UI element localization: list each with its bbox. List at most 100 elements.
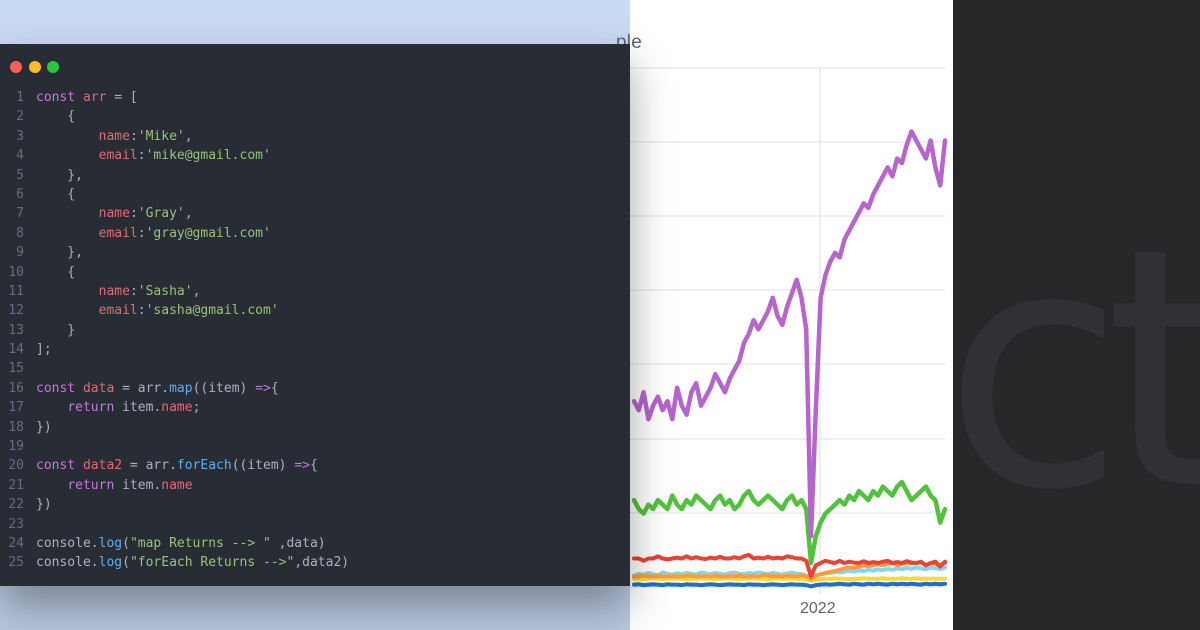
code-token: :	[137, 148, 146, 164]
code-text: {	[36, 107, 75, 126]
code-token: map	[169, 380, 193, 396]
line-number: 23	[8, 516, 24, 532]
code-token: 'mike@gmail.com'	[145, 148, 271, 164]
code-line: 14];	[0, 340, 630, 359]
series-line	[632, 565, 947, 581]
code-token	[36, 303, 99, 318]
code-line: 25 console.log("forEach Returns -->",data…	[0, 553, 630, 572]
code-line: 16 const data = arr.map((item) =>{	[0, 379, 630, 398]
code-token: const	[36, 458, 83, 474]
code-token: 'Gray'	[137, 206, 185, 222]
code-token: ;	[192, 400, 201, 416]
code-line: 20 const data2 = arr.forEach((item) =>{	[0, 456, 630, 475]
line-number: 1	[16, 90, 24, 105]
code-token: =	[114, 380, 138, 396]
line-number: 8	[16, 225, 24, 241]
code-text: console.log("map Returns --> " ,data)	[36, 534, 326, 553]
code-line: 9 },	[0, 243, 630, 262]
line-number: 5	[16, 167, 24, 183]
line-number: 4	[16, 148, 24, 164]
code-token: forEach	[176, 458, 232, 474]
code-token: data	[82, 380, 115, 396]
code-token: :	[129, 206, 138, 222]
code-line: 2 {	[0, 107, 630, 126]
code-token: :	[129, 128, 138, 144]
code-token: name	[98, 283, 130, 299]
code-text: })	[36, 418, 52, 437]
code-line: 8 email:'gray@gmail.com'	[0, 224, 630, 243]
code-text: }	[36, 321, 75, 340]
code-token: =>	[255, 380, 271, 396]
watermark-text: ct	[953, 178, 1200, 562]
code-token: ];	[36, 342, 52, 358]
line-number: 13	[8, 322, 24, 338]
code-token: {	[309, 458, 318, 474]
code-token: 'Mike'	[137, 128, 185, 144]
code-token: arr	[137, 380, 162, 396]
code-token: ((item)	[192, 380, 256, 396]
code-line: 6 {	[0, 185, 630, 204]
code-text: const data2 = arr.forEach((item) =>{	[36, 456, 318, 475]
line-number: 3	[16, 128, 24, 144]
code-token: ,	[184, 128, 193, 144]
code-line: 13 }	[0, 321, 630, 340]
code-line: 3 name:'Mike',	[0, 127, 630, 146]
line-number: 17	[8, 400, 24, 416]
series-line	[632, 552, 947, 579]
series-line	[632, 576, 947, 583]
code-token: data2	[82, 458, 123, 474]
code-text: email:'gray@gmail.com'	[36, 224, 271, 243]
code-line: 15	[0, 359, 630, 378]
line-number: 18	[8, 419, 24, 435]
code-line: 5 },	[0, 166, 630, 185]
code-line: 24 console.log("map Returns --> " ,data)	[0, 534, 630, 553]
code-token: })	[36, 497, 52, 513]
code-token: log	[98, 555, 123, 571]
code-token: })	[36, 419, 52, 435]
code-token: arr	[145, 458, 170, 474]
code-token: item.	[122, 477, 162, 493]
series-line	[632, 560, 947, 581]
line-number: 24	[8, 535, 24, 551]
code-token: console	[36, 535, 91, 551]
code-line: 11 name:'Sasha',	[0, 282, 630, 301]
code-text: {	[36, 263, 75, 282]
code-token: ((item)	[231, 458, 295, 474]
code-token: item.	[122, 400, 162, 416]
code-token: return	[67, 477, 123, 493]
line-number: 10	[8, 264, 24, 280]
x-tick-label: 2022	[800, 600, 836, 617]
code-token: name	[98, 206, 130, 222]
code-text: },	[36, 243, 83, 262]
code-editor-window: 1 const arr = [2 {3 name:'Mike', 4 email:'…	[0, 44, 630, 586]
code-text: },	[36, 166, 83, 185]
code-token: log	[98, 535, 123, 551]
code-text: return item.name;	[36, 398, 200, 417]
trend-chart-panel	[630, 0, 953, 630]
code-area[interactable]: 1 const arr = [2 {3 name:'Mike', 4 email:'…	[0, 88, 630, 573]
code-token: }	[36, 322, 76, 338]
code-text: email:'mike@gmail.com'	[36, 146, 271, 165]
maximize-window-button[interactable]	[47, 61, 59, 73]
line-number: 14	[8, 342, 24, 358]
code-token: (	[122, 555, 130, 571]
code-text: const data = arr.map((item) =>{	[36, 379, 279, 398]
code-text: name:'Gray',	[36, 204, 193, 223]
code-token: return	[67, 400, 123, 416]
close-window-button[interactable]	[10, 61, 22, 73]
line-number: 16	[8, 380, 24, 396]
minimize-window-button[interactable]	[29, 61, 41, 73]
code-token: {	[36, 109, 76, 125]
code-token: email	[98, 303, 138, 319]
code-line: 4 email:'mike@gmail.com'	[0, 146, 630, 165]
code-token: name	[161, 477, 193, 493]
code-line: 21 return item.name	[0, 476, 630, 495]
code-token: .	[90, 555, 99, 571]
code-text: ];	[36, 340, 52, 359]
code-token: },	[36, 245, 83, 261]
line-number: 9	[16, 245, 24, 261]
dark-background-panel: ct	[953, 0, 1200, 630]
code-line: 19	[0, 437, 630, 456]
line-number: 21	[8, 477, 24, 493]
code-token: 'sasha@gmail.com'	[145, 303, 279, 319]
